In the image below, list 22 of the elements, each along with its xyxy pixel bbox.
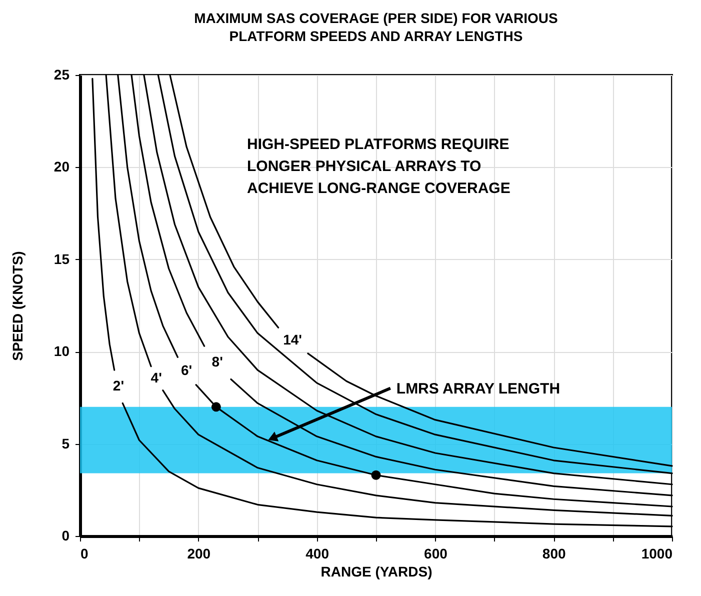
x-tick-label: 800: [542, 546, 566, 562]
x-axis-title: RANGE (YARDS): [320, 564, 432, 580]
series-label: 4': [150, 369, 162, 386]
x-tick-label: 600: [424, 546, 448, 562]
y-tick-label: 20: [54, 158, 70, 175]
series-label: 8': [212, 354, 223, 370]
annotation: HIGH-SPEED PLATFORMS REQUIRE LONGER PHYSICAL ARRAYS TO ACHIEVE LONG-RANGE COVERAGE: [247, 136, 510, 197]
y-tick-label: 15: [54, 250, 70, 267]
y-tick-label: 0: [62, 528, 70, 544]
x-tick-label: 1000: [641, 546, 673, 562]
x-tick-label: 0: [80, 546, 88, 562]
y-tick-label: 5: [62, 435, 70, 452]
annotation: LMRS ARRAY LENGTH: [396, 380, 560, 398]
y-tick-label: 25: [54, 66, 70, 82]
y-axis-title: SPEED (KNOTS): [10, 251, 26, 361]
y-tick-label: 10: [54, 343, 70, 360]
series-label: 14': [283, 332, 302, 348]
series-label: 2': [112, 378, 124, 394]
x-tick-label: 200: [187, 546, 211, 562]
x-tick-label: 400: [306, 546, 330, 562]
series-label: 6': [180, 362, 192, 378]
chart-title: MAXIMUM SAS COVERAGE (PER SIDE) FOR VARIOUS PLATFORM SPEEDS AND ARRAY LENGTHS: [194, 10, 558, 44]
